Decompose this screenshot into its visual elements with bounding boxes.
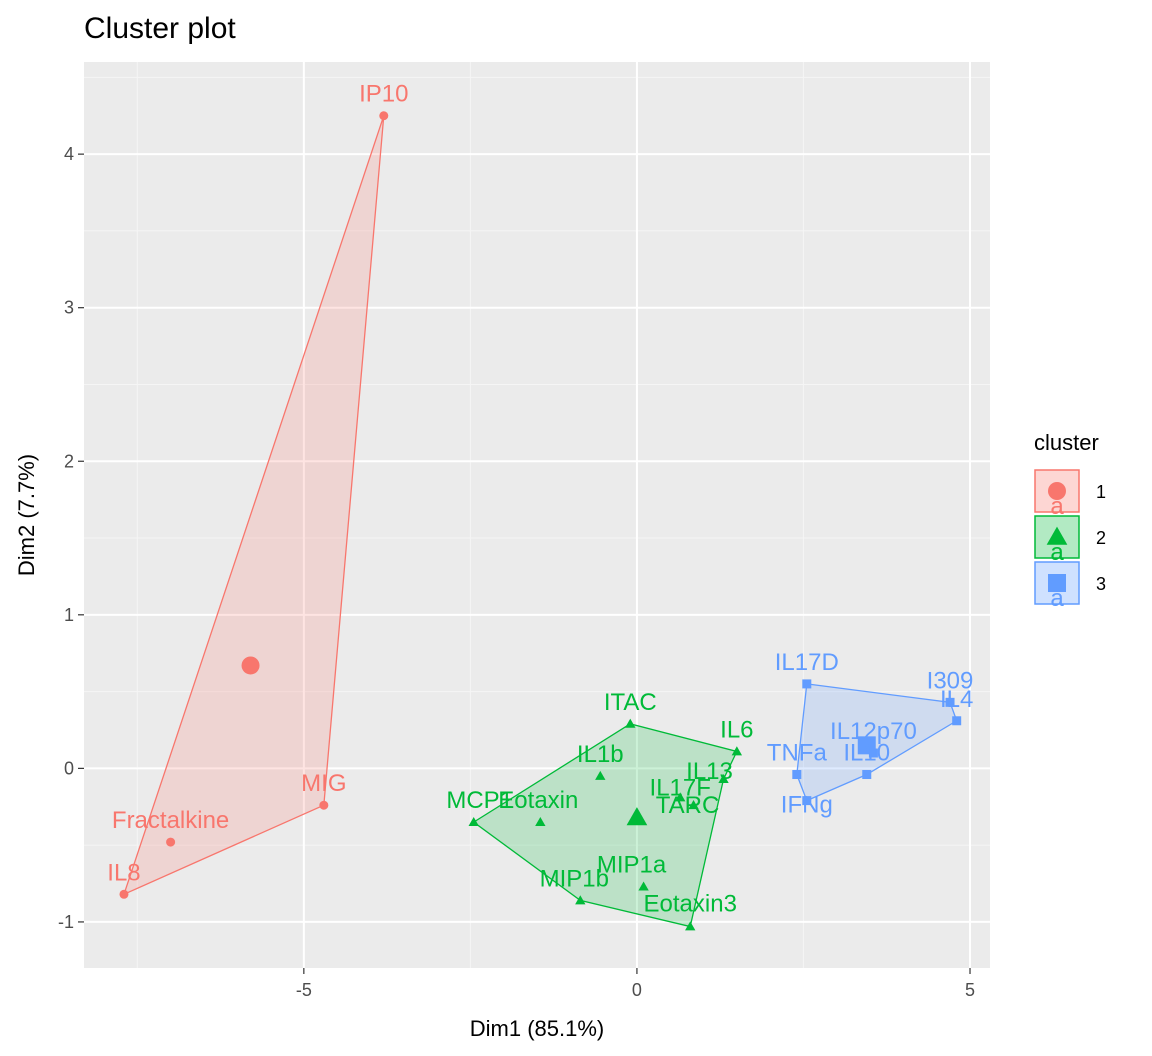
plot-panel: [84, 62, 990, 968]
cluster-3-point: [945, 697, 955, 707]
point-label: IP10: [359, 81, 408, 108]
y-tick-label: 2: [64, 451, 74, 471]
cluster-3-point: [792, 770, 802, 780]
point-label: IL12p70: [830, 718, 917, 745]
cluster-centroids: [241, 656, 876, 826]
y-tick-label: -1: [58, 912, 74, 932]
cluster-1-point: [319, 800, 329, 810]
cluster-2-point: [625, 718, 636, 728]
cluster-2-point: [468, 816, 479, 826]
point-label: IL1b: [577, 741, 624, 768]
point-label: I309: [927, 667, 974, 694]
cluster-2-point: [718, 773, 729, 784]
point-label: TNFa: [767, 740, 828, 767]
cluster-hulls: [122, 115, 958, 928]
point-label: IL8: [107, 859, 140, 886]
cluster-3-point: [802, 679, 812, 689]
legend-label-2: 2: [1096, 528, 1106, 548]
cluster-3-point: [802, 796, 812, 806]
cluster-2-point: [595, 770, 606, 780]
point-label: ITAC: [604, 689, 657, 716]
point-label: MIG: [301, 770, 346, 797]
cluster-2-point: [638, 881, 649, 891]
legend-glyph-text-3: a: [1050, 585, 1064, 612]
point-label: Eotaxin: [498, 787, 578, 814]
legend-glyph-text-1: a: [1050, 493, 1064, 520]
y-tick-label: 3: [64, 298, 74, 318]
legend-glyph-3: [1048, 574, 1066, 592]
point-label: IL13: [686, 758, 733, 785]
legend-label-1: 1: [1096, 482, 1106, 502]
point-label: Eotaxin3: [644, 891, 737, 918]
cluster-3-point: [862, 770, 872, 780]
y-tick-label: 4: [64, 144, 74, 164]
cluster-1-point: [119, 889, 129, 899]
point-label: IL4: [940, 686, 973, 713]
point-labels: IP10MIGFractalkineIL8ITACIL1bIL6IL13IL17…: [107, 81, 973, 918]
x-axis-title: Dim1 (85.1%): [470, 1016, 604, 1041]
legend-glyph-text-2: a: [1050, 539, 1064, 566]
point-label: Fractalkine: [112, 807, 229, 834]
cluster-2-point: [575, 895, 586, 905]
major-gridlines: [84, 62, 990, 968]
cluster-2-point: [685, 921, 696, 931]
point-label: MIP1a: [597, 852, 667, 879]
cluster-1-hull: [122, 115, 385, 896]
point-label: IL10: [843, 740, 890, 767]
axes: -5 0 5 -1 0 1 2 3 4: [58, 144, 975, 1000]
cluster-1-point: [379, 111, 389, 121]
x-tick-label: 5: [965, 980, 975, 1000]
cluster-2-point: [688, 800, 699, 810]
cluster-1-centroid: [241, 656, 260, 675]
chart-title: Cluster plot: [84, 12, 236, 45]
point-label: TARC: [656, 792, 720, 819]
point-label: MCP1: [446, 787, 513, 814]
legend-glyph-1: [1048, 482, 1066, 500]
y-tick-label: 0: [64, 758, 74, 778]
cluster-2-point: [675, 792, 686, 802]
cluster-1-point: [166, 837, 176, 847]
legend-title: cluster: [1034, 430, 1099, 455]
cluster-3-point: [952, 716, 962, 726]
legend: cluster a 1 a 2 a 3: [1034, 430, 1106, 612]
cluster-3-centroid: [857, 736, 876, 755]
cluster-2-point: [731, 746, 743, 756]
point-label: IL6: [720, 716, 753, 743]
x-tick-label: 0: [632, 980, 642, 1000]
legend-glyph-2: [1046, 526, 1068, 545]
y-tick-label: 1: [64, 605, 74, 625]
cluster-2-point: [535, 816, 546, 826]
legend-label-3: 3: [1096, 574, 1106, 594]
minor-gridlines: [84, 62, 990, 968]
point-label: IFNg: [781, 792, 833, 819]
point-label: IL17D: [775, 649, 839, 676]
y-axis-title: Dim2 (7.7%): [14, 454, 39, 576]
point-label: IL17F: [650, 775, 711, 802]
point-label: MIP1b: [540, 865, 609, 892]
cluster-2-centroid: [626, 807, 648, 826]
x-tick-label: -5: [296, 980, 312, 1000]
